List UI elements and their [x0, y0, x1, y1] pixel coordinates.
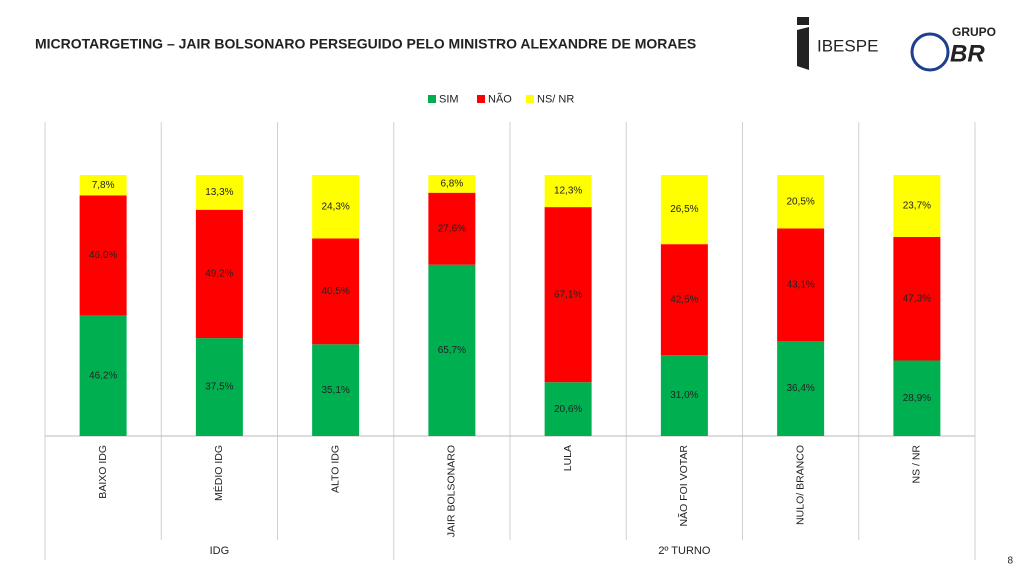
bar-segment — [79, 175, 127, 196]
value-label: 20,6% — [554, 404, 582, 415]
value-label: 6,8% — [440, 179, 463, 190]
bar-segment — [544, 175, 592, 208]
bar-segment — [660, 175, 708, 245]
bar-segment — [428, 192, 476, 265]
value-label: 27,6% — [438, 223, 466, 234]
value-label: 24,3% — [321, 201, 349, 212]
group-label: IDG — [210, 545, 230, 557]
group-label: 2º TURNO — [658, 545, 711, 557]
logo-mark — [797, 27, 809, 70]
x-tick-label: ALTO IDG — [329, 445, 341, 493]
value-label: 28,9% — [903, 393, 931, 404]
value-label: 20,5% — [786, 196, 814, 207]
bar-segment — [428, 264, 476, 436]
bar-segment — [195, 209, 243, 339]
x-tick-label: LULA — [562, 445, 574, 471]
value-label: 26,5% — [670, 204, 698, 215]
bar-segment — [79, 195, 127, 316]
bar-segment — [660, 244, 708, 356]
value-label: 43,1% — [786, 279, 814, 290]
bar-segment — [893, 175, 941, 237]
legend-label: NS/ NR — [537, 93, 574, 105]
bar-segment — [777, 228, 825, 341]
logo-globe — [910, 32, 950, 72]
value-label: 46,2% — [89, 370, 117, 381]
value-label: 42,5% — [670, 294, 698, 305]
value-label: 12,3% — [554, 186, 582, 197]
x-tick-label: NULO/ BRANCO — [794, 445, 806, 525]
logo-text: IBESPE — [817, 36, 878, 55]
bar-segment — [893, 360, 941, 436]
bar-segment — [660, 355, 708, 436]
legend-label: SIM — [439, 93, 459, 105]
bar-segment — [312, 175, 360, 239]
value-label: 65,7% — [438, 345, 466, 356]
ibespe-logo: IBESPE — [797, 17, 878, 70]
value-label: 23,7% — [903, 201, 931, 212]
legend-swatch — [477, 95, 485, 103]
x-tick-label: NS / NR — [911, 445, 923, 484]
bar-segment — [544, 207, 592, 383]
value-label: 37,5% — [205, 382, 233, 393]
bar-segment — [79, 315, 127, 436]
value-label: 7,8% — [92, 180, 115, 191]
logo-text: BR — [950, 40, 985, 67]
logo-text: GRUPO — [952, 25, 996, 39]
value-label: 46,0% — [89, 250, 117, 261]
bar-segment — [777, 340, 825, 436]
bar-segment — [312, 238, 360, 345]
value-label: 35,1% — [321, 385, 349, 396]
value-label: 36,4% — [786, 383, 814, 394]
value-label: 67,1% — [554, 289, 582, 300]
grupo-br-logo: GRUPO BR — [910, 25, 996, 72]
bar-segment — [544, 382, 592, 436]
bar-segment — [195, 175, 243, 210]
legend-label: NÃO — [488, 92, 512, 105]
value-label: 40,5% — [321, 286, 349, 297]
chart-title: MICROTARGETING – JAIR BOLSONARO PERSEGUI… — [35, 36, 696, 52]
x-tick-label: MÉDIO IDG — [212, 445, 225, 501]
bar-segment — [312, 344, 360, 436]
value-label: 47,3% — [903, 293, 931, 304]
value-label: 31,0% — [670, 390, 698, 401]
logo-mark — [797, 17, 809, 25]
bar-segment — [777, 175, 825, 229]
x-tick-label: JAIR BOLSONARO — [446, 445, 458, 537]
x-tick-label: NÃO FOI VOTAR — [677, 445, 690, 527]
page-number: 8 — [1007, 556, 1013, 567]
legend-swatch — [428, 95, 436, 103]
bar-segment — [893, 236, 941, 361]
value-label: 49,2% — [205, 269, 233, 280]
bar-segment — [195, 338, 243, 436]
bar-segment — [428, 175, 476, 193]
legend-swatch — [526, 95, 534, 103]
x-tick-label: BAIXO IDG — [97, 445, 109, 499]
value-label: 13,3% — [205, 187, 233, 198]
